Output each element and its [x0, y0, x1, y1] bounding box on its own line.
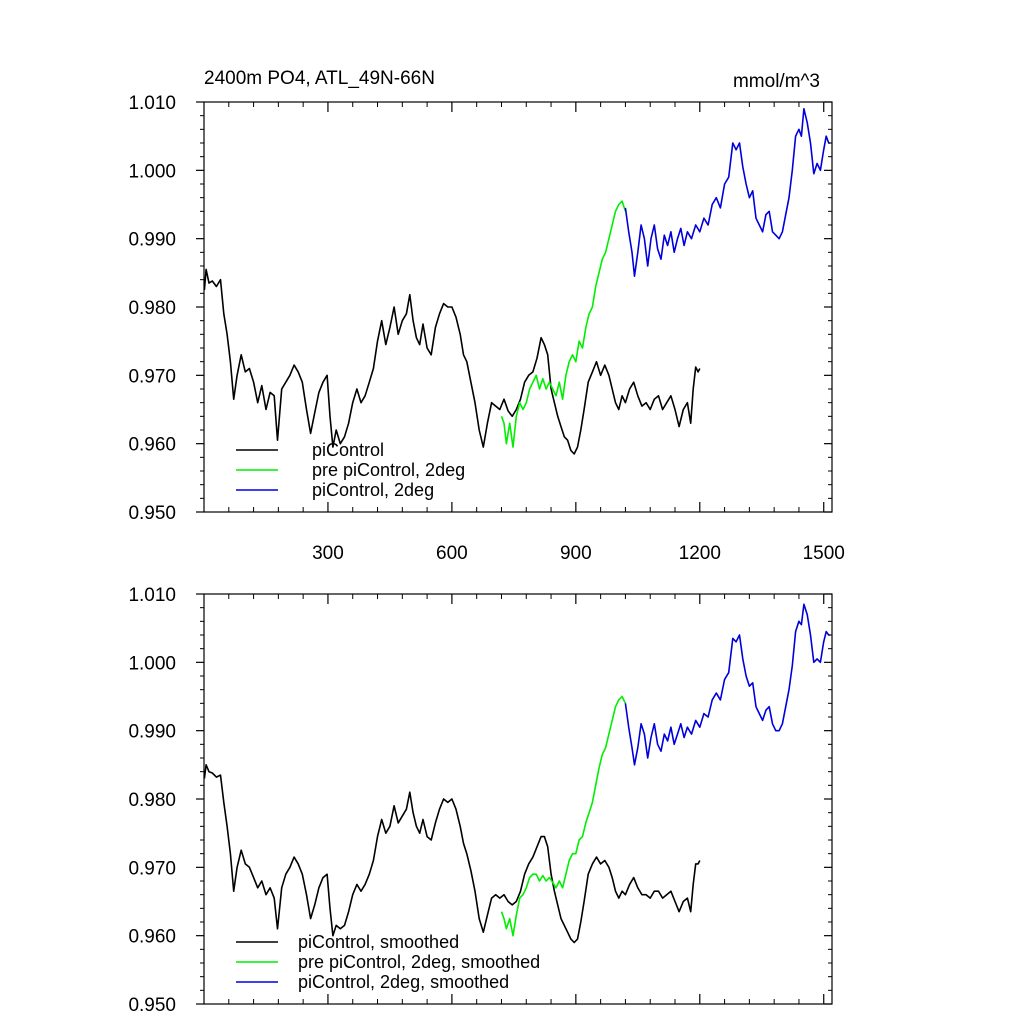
x-tick-label: 1200 — [679, 543, 721, 564]
series-line-1 — [500, 695, 627, 937]
top-panel: 300 600 900 1200 1500 0.950 0.960 0.970 0.980 0.9… — [128, 93, 844, 564]
y-tick-label: 0.990 — [128, 230, 176, 251]
y-tick-label: 0.960 — [128, 435, 176, 456]
y-tick-label: 0.980 — [128, 790, 176, 811]
x-tick-label: 300 — [312, 543, 344, 564]
y-tick-label: 0.950 — [128, 503, 176, 524]
figure-title: 2400m PO4, ATL_49N-66N — [204, 68, 435, 89]
series-line-1 — [500, 200, 627, 448]
y-tick-label: 1.000 — [128, 161, 176, 182]
x-tick-label: 600 — [436, 543, 468, 564]
series-line-0 — [203, 764, 701, 944]
legend-label: piControl — [312, 440, 384, 460]
legend-label: pre piControl, 2deg — [312, 460, 465, 480]
y-tick-label: 0.970 — [128, 858, 176, 879]
y-tick-label: 0.950 — [128, 995, 176, 1016]
legend-label: piControl, 2deg — [312, 480, 434, 500]
x-tick-label: 1500 — [803, 543, 845, 564]
legend-label: piControl, smoothed — [298, 932, 459, 952]
y-tick-label: 1.010 — [128, 93, 176, 114]
y-tick-label: 0.980 — [128, 298, 176, 319]
bottom-panel: 0.950 0.960 0.970 0.980 0.990 1.000 1.010 piCon… — [128, 585, 833, 1016]
plot-frame — [203, 101, 833, 513]
y-tick-label: 0.960 — [128, 927, 176, 948]
y-tick-label: 0.970 — [128, 366, 176, 387]
units-label: mmol/m^3 — [733, 71, 820, 92]
series-line-2 — [624, 108, 831, 277]
legend-label: piControl, 2deg, smoothed — [298, 972, 509, 992]
y-tick-label: 1.010 — [128, 585, 176, 606]
legend-label: pre piControl, 2deg, smoothed — [298, 952, 540, 972]
series-line-0 — [203, 268, 701, 455]
y-tick-label: 1.000 — [128, 653, 176, 674]
series-line-2 — [624, 603, 831, 766]
x-tick-label: 900 — [560, 543, 592, 564]
y-tick-label: 0.990 — [128, 722, 176, 743]
